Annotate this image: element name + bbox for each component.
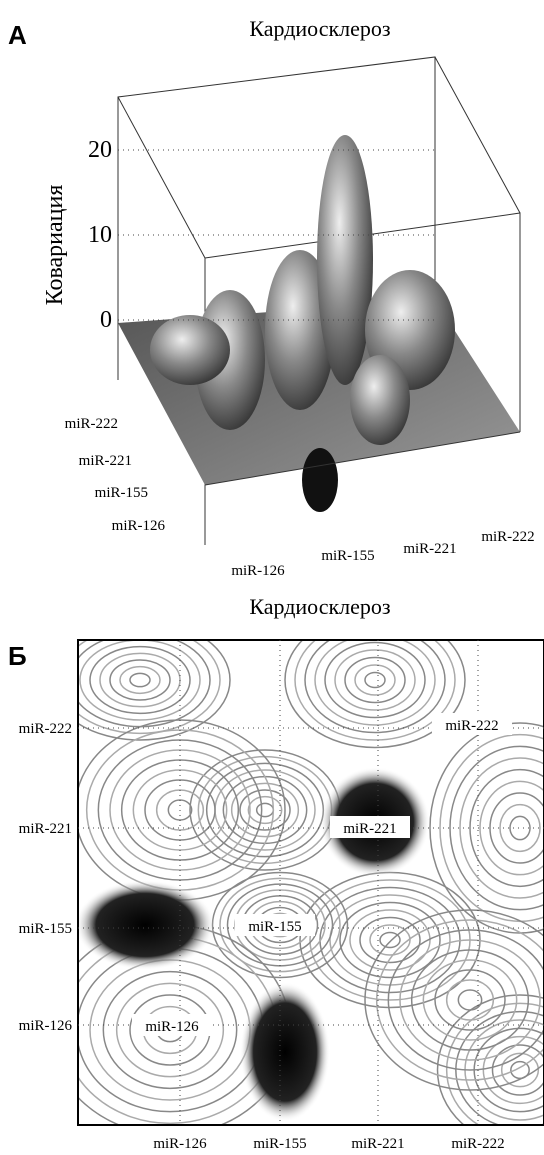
y-tick-label: miR-126 (112, 518, 166, 534)
x-tick-label: miR-155 (253, 1136, 306, 1152)
x-tick-label: miR-221 (403, 541, 456, 557)
annotation: miR-222 (445, 718, 498, 734)
panel-label: А (8, 20, 27, 50)
x-tick-label: miR-155 (321, 548, 374, 564)
y-tick-label: miR-221 (79, 453, 132, 469)
x-tick-label: miR-221 (351, 1136, 404, 1152)
surface (118, 135, 520, 512)
x-tick-label: miR-222 (481, 529, 534, 545)
z-tick-label: 10 (88, 222, 112, 248)
figure: А Кардиосклероз Ковариация 0 10 20 miR-222… (0, 0, 544, 1155)
title: Кардиосклероз (249, 16, 390, 41)
annotation: miR-126 (145, 1019, 199, 1035)
z-axis-label: Ковариация (42, 185, 68, 306)
y-tick-label: miR-155 (95, 485, 148, 501)
x-tick-label: miR-126 (153, 1136, 207, 1152)
x-tick-label: miR-126 (231, 563, 285, 579)
y-tick-label: miR-126 (19, 1018, 73, 1034)
y-tick-label: miR-155 (19, 921, 72, 937)
z-tick-label: 20 (88, 137, 112, 163)
annotation: miR-155 (248, 919, 301, 935)
x-tick-label: miR-222 (451, 1136, 504, 1152)
title: Кардиосклероз (249, 594, 390, 619)
annotation: miR-221 (343, 821, 396, 837)
z-tick-label: 0 (100, 307, 112, 333)
contour-map (50, 613, 544, 1146)
y-tick-label: miR-222 (19, 721, 72, 737)
y-tick-label: miR-221 (19, 821, 72, 837)
y-tick-label: miR-222 (65, 416, 118, 432)
panel-label: Б (8, 641, 27, 671)
